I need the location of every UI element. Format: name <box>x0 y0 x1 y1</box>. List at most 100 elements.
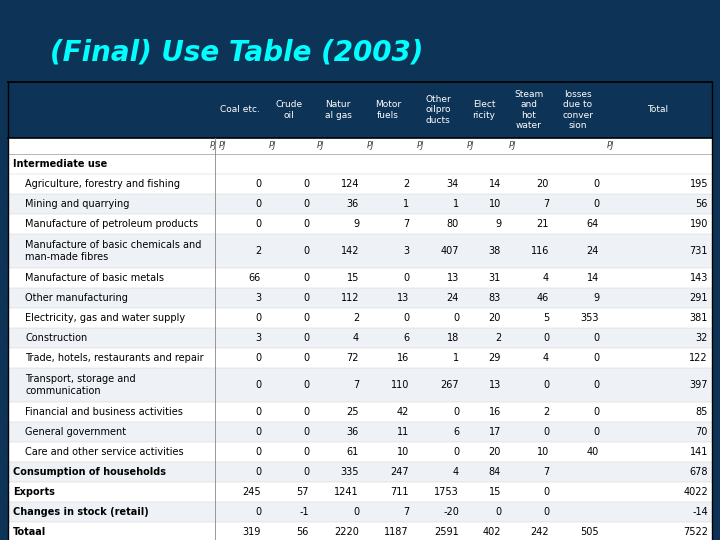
Text: 0: 0 <box>543 333 549 343</box>
Text: 0: 0 <box>495 507 501 517</box>
Bar <box>8 502 712 522</box>
Text: Elect
ricity: Elect ricity <box>472 100 495 120</box>
Text: -1: -1 <box>300 507 309 517</box>
Text: 0: 0 <box>403 313 409 323</box>
Text: 402: 402 <box>482 527 501 537</box>
Text: 3: 3 <box>255 293 261 303</box>
Text: PJ: PJ <box>367 141 374 151</box>
Text: losses
due to
conver
sion: losses due to conver sion <box>562 90 593 130</box>
Text: 4: 4 <box>543 273 549 283</box>
Text: 381: 381 <box>690 313 708 323</box>
Bar <box>8 422 712 442</box>
Text: 0: 0 <box>593 179 599 189</box>
Text: 0: 0 <box>593 333 599 343</box>
Text: 57: 57 <box>297 487 309 497</box>
Text: 21: 21 <box>536 219 549 229</box>
Text: Trade, hotels, restaurants and repair: Trade, hotels, restaurants and repair <box>25 353 204 363</box>
Bar <box>8 328 712 348</box>
Text: Exports: Exports <box>13 487 55 497</box>
Text: 18: 18 <box>446 333 459 343</box>
Text: 407: 407 <box>441 246 459 256</box>
Text: 6: 6 <box>403 333 409 343</box>
Text: PJ: PJ <box>269 141 276 151</box>
Text: 0: 0 <box>353 507 359 517</box>
Text: 9: 9 <box>353 219 359 229</box>
Text: 267: 267 <box>441 380 459 390</box>
Text: 2: 2 <box>495 333 501 343</box>
Text: 4022: 4022 <box>683 487 708 497</box>
Text: 7: 7 <box>402 219 409 229</box>
Text: 1: 1 <box>453 353 459 363</box>
Text: PJ: PJ <box>467 141 474 151</box>
Text: 2: 2 <box>353 313 359 323</box>
Text: 42: 42 <box>397 407 409 417</box>
Text: 11: 11 <box>397 427 409 437</box>
Text: 0: 0 <box>303 467 309 477</box>
Text: 195: 195 <box>690 179 708 189</box>
Text: PJ: PJ <box>210 141 217 151</box>
Text: 70: 70 <box>696 427 708 437</box>
Text: 84: 84 <box>489 467 501 477</box>
Text: 247: 247 <box>390 467 409 477</box>
Text: 4: 4 <box>353 333 359 343</box>
Bar <box>8 234 712 268</box>
Text: 10: 10 <box>489 199 501 209</box>
Text: 36: 36 <box>347 427 359 437</box>
Text: 72: 72 <box>346 353 359 363</box>
Text: 4: 4 <box>453 467 459 477</box>
Text: 46: 46 <box>536 293 549 303</box>
Text: PJ: PJ <box>417 141 425 151</box>
Text: 142: 142 <box>341 246 359 256</box>
Text: 0: 0 <box>453 447 459 457</box>
Bar <box>8 288 712 308</box>
Text: 1241: 1241 <box>334 487 359 497</box>
Text: (Final) Use Table (2003): (Final) Use Table (2003) <box>50 38 423 66</box>
Text: 64: 64 <box>587 219 599 229</box>
Text: 38: 38 <box>489 246 501 256</box>
Text: 36: 36 <box>347 199 359 209</box>
Text: 110: 110 <box>391 380 409 390</box>
Text: 0: 0 <box>303 333 309 343</box>
Text: 83: 83 <box>489 293 501 303</box>
Text: Manufacture of basic metals: Manufacture of basic metals <box>25 273 164 283</box>
Text: 15: 15 <box>346 273 359 283</box>
Text: 678: 678 <box>690 467 708 477</box>
Text: 6: 6 <box>453 427 459 437</box>
Text: 0: 0 <box>453 407 459 417</box>
Text: PJ: PJ <box>317 141 325 151</box>
Text: 0: 0 <box>255 447 261 457</box>
Text: PJ: PJ <box>509 141 516 151</box>
Text: 25: 25 <box>346 407 359 417</box>
Text: 2: 2 <box>543 407 549 417</box>
Text: 242: 242 <box>531 527 549 537</box>
Text: 190: 190 <box>690 219 708 229</box>
Text: 0: 0 <box>255 353 261 363</box>
Text: 9: 9 <box>593 293 599 303</box>
Text: 80: 80 <box>446 219 459 229</box>
Text: 31: 31 <box>489 273 501 283</box>
Text: 0: 0 <box>593 353 599 363</box>
Text: 2: 2 <box>402 179 409 189</box>
Text: 24: 24 <box>446 293 459 303</box>
Text: 245: 245 <box>243 487 261 497</box>
Text: 24: 24 <box>587 246 599 256</box>
Text: 0: 0 <box>303 293 309 303</box>
Text: 1: 1 <box>403 199 409 209</box>
Text: 122: 122 <box>689 353 708 363</box>
Text: 0: 0 <box>303 407 309 417</box>
Bar <box>8 194 712 214</box>
Text: 56: 56 <box>297 527 309 537</box>
Text: 0: 0 <box>543 380 549 390</box>
Bar <box>8 368 712 402</box>
Text: 0: 0 <box>255 427 261 437</box>
Text: 7: 7 <box>353 380 359 390</box>
Text: 13: 13 <box>489 380 501 390</box>
Text: 20: 20 <box>536 179 549 189</box>
Text: 0: 0 <box>255 199 261 209</box>
Text: 141: 141 <box>690 447 708 457</box>
Text: 34: 34 <box>446 179 459 189</box>
Text: 16: 16 <box>397 353 409 363</box>
Text: 7522: 7522 <box>683 527 708 537</box>
Text: 0: 0 <box>255 467 261 477</box>
Text: 16: 16 <box>489 407 501 417</box>
